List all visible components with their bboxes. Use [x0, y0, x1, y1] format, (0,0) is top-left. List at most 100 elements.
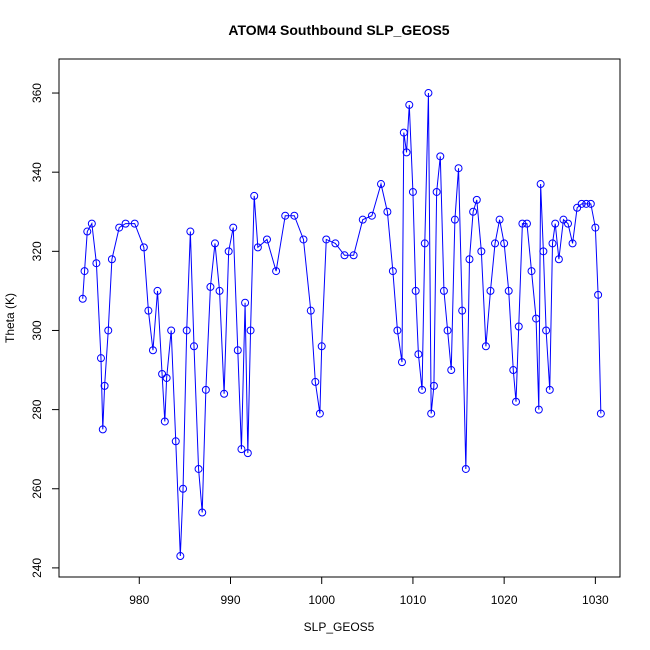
point — [311, 377, 320, 386]
x-tick-label: 1010 — [400, 593, 427, 607]
point — [144, 306, 153, 315]
point — [87, 219, 96, 228]
point — [447, 366, 456, 375]
point — [534, 405, 543, 414]
point — [233, 346, 242, 355]
point — [491, 239, 500, 248]
point — [564, 219, 573, 228]
point — [405, 100, 414, 109]
point — [536, 180, 545, 189]
point — [450, 215, 459, 224]
point — [465, 255, 474, 264]
point — [322, 235, 331, 244]
point — [458, 306, 467, 315]
point — [80, 267, 89, 276]
point — [377, 180, 386, 189]
point — [548, 239, 557, 248]
point — [591, 223, 600, 232]
point — [439, 286, 448, 295]
point — [176, 552, 185, 561]
point — [568, 239, 577, 248]
point — [186, 227, 195, 236]
point — [469, 207, 478, 216]
point — [115, 223, 124, 232]
point — [586, 199, 595, 208]
point — [559, 215, 568, 224]
point — [198, 508, 207, 517]
point — [281, 211, 290, 220]
point — [454, 164, 463, 173]
point — [500, 239, 509, 248]
point — [290, 211, 299, 220]
point — [420, 239, 429, 248]
x-axis-label: SLP_GEOS5 — [304, 620, 375, 634]
point — [512, 397, 521, 406]
point — [509, 366, 518, 375]
point — [429, 381, 438, 390]
x-tick-label: 980 — [129, 593, 149, 607]
point — [315, 409, 324, 418]
y-tick-label: 280 — [30, 399, 44, 419]
point — [399, 128, 408, 137]
point — [397, 358, 406, 367]
point — [331, 239, 340, 248]
point — [190, 342, 199, 351]
point — [162, 373, 171, 382]
y-tick-label: 260 — [30, 478, 44, 498]
point — [518, 219, 527, 228]
point — [532, 314, 541, 323]
point — [393, 326, 402, 335]
x-tick-label: 1020 — [491, 593, 518, 607]
point — [237, 445, 246, 454]
x-tick-label: 1030 — [582, 593, 609, 607]
point — [411, 286, 420, 295]
point — [522, 219, 531, 228]
point — [472, 195, 481, 204]
point — [96, 354, 105, 363]
point — [596, 409, 605, 418]
point — [340, 251, 349, 260]
point — [215, 286, 224, 295]
point — [253, 243, 262, 252]
point — [246, 326, 255, 335]
point — [153, 286, 162, 295]
point — [272, 267, 281, 276]
point — [104, 326, 113, 335]
point — [78, 294, 87, 303]
y-tick-label: 240 — [30, 558, 44, 578]
point — [432, 187, 441, 196]
point — [367, 211, 376, 220]
point — [527, 267, 536, 276]
point — [461, 464, 470, 473]
y-tick-label: 340 — [30, 162, 44, 182]
point — [577, 199, 586, 208]
point — [388, 267, 397, 276]
point — [224, 247, 233, 256]
point — [486, 286, 495, 295]
point — [158, 369, 167, 378]
y-tick-label: 300 — [30, 320, 44, 340]
point — [317, 342, 326, 351]
point — [358, 215, 367, 224]
point — [542, 326, 551, 335]
point — [220, 389, 229, 398]
point — [594, 290, 603, 299]
point — [139, 243, 148, 252]
point — [130, 219, 139, 228]
point — [408, 187, 417, 196]
point — [229, 223, 238, 232]
point — [349, 251, 358, 260]
chart-title: ATOM4 Southbound SLP_GEOS5 — [228, 22, 449, 38]
point — [179, 484, 188, 493]
point — [554, 255, 563, 264]
point — [241, 298, 250, 307]
x-tick-label: 1000 — [308, 593, 335, 607]
point — [262, 235, 271, 244]
plot-box — [58, 58, 621, 578]
point — [250, 191, 259, 200]
point — [210, 239, 219, 248]
point — [171, 437, 180, 446]
point — [83, 227, 92, 236]
point — [477, 247, 486, 256]
